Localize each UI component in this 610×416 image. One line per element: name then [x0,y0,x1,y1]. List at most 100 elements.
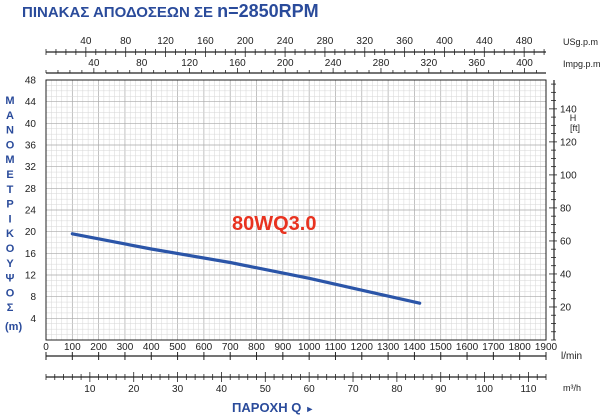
axis-lmin-tick-label: 600 [196,342,213,353]
axis-m3h-tick-label: 50 [260,384,272,395]
axis-usgpm-tick-label: 440 [476,36,493,47]
axis-impgpm-tick-label: 360 [468,58,485,69]
axis-ft-tick-label: 120 [560,137,577,148]
axis-m3h-tick-label: 110 [520,384,536,395]
axis-m-tick-label: 16 [25,249,37,260]
axis-m-tick-label: 24 [25,206,37,217]
axis-m3h-tick-label: 90 [435,384,447,395]
axis-m3h-tick-label: 70 [347,384,359,395]
axis-lmin-tick-label: 0 [43,342,49,353]
axis-impgpm-tick-label: 280 [373,58,390,69]
axis-impgpm-tick-label: 320 [420,58,437,69]
model-label: 80WQ3.0 [232,213,316,235]
axis-usgpm-tick-label: 240 [277,36,294,47]
y-axis-title-letter: Υ [6,258,14,270]
axis-usgpm-tick-label: 280 [317,36,334,47]
y-axis-title-letter: Κ [6,228,14,240]
axis-ft-tick-label: 100 [560,170,577,181]
axis-m3h-tick-label: 20 [128,384,140,395]
axis-m3h-tick-label: 80 [391,384,403,395]
axis-usgpm-tick-label: 120 [157,36,174,47]
axis-m3h-tick-label: 10 [84,384,96,395]
y-axis-title-letter: Α [6,110,14,122]
axis-lmin-tick-label: 1300 [377,342,400,353]
axis-m-tick-label: 8 [30,292,36,303]
axis-lmin-tick-label: 1100 [325,342,347,353]
axis-lmin-tick-label: 200 [90,342,107,353]
axis-ft-tick-label: 40 [560,269,572,280]
axis-usgpm-tick-label: 480 [516,36,533,47]
axis-usgpm-tick-label: 80 [120,36,132,47]
axis-lmin-tick-label: 800 [248,342,265,353]
axis-ft-tick-label: 80 [560,203,572,214]
plot-grid [45,79,547,341]
axis-m3h-tick-label: 60 [304,384,316,395]
y-axis-title-letter: Ε [6,169,13,181]
axis-m-tick-label: 48 [25,76,37,87]
axis-m-tick-label: 20 [25,227,37,238]
axis-lmin-tick-label: 900 [274,342,291,353]
axis-m-tick-label: 36 [25,141,37,152]
y-axis-title-letter: Ν [6,125,14,137]
performance-curve-80wq3 [70,232,422,305]
axis-ft-unit-h: H [570,113,577,123]
axis-impgpm-tick-label: 400 [516,58,533,69]
axis-usgpm-tick-label: 360 [396,36,413,47]
x-axis-title-arrow: ► [305,404,314,414]
axis-m3h-tick-label: 100 [476,384,493,395]
y-axis-title-letter: Σ [7,302,14,314]
axis-usgpm-tick-label: 400 [436,36,453,47]
y-axis-title-letter: Ο [6,139,15,151]
axis-lmin-tick-label: 500 [169,342,186,353]
axis-lmin-tick-label: 1800 [509,342,532,353]
axis-lmin-unit: l/min [561,351,582,362]
axis-m-tick-label: 12 [25,271,37,282]
axis-m3h-tick-label: 30 [172,384,184,395]
axis-impgpm-tick-label: 200 [277,58,294,69]
axis-m-tick-label: 4 [30,314,36,325]
axis-m-tick-label: 40 [25,119,37,130]
y-axis-title-letter: Μ [5,154,14,166]
axis-usgpm-tick-label: 200 [237,36,254,47]
axis-m-tick-label: 28 [25,184,37,195]
y-axis-title-unit: (m) [5,321,22,333]
y-axis-title-letter: Τ [7,184,14,196]
axis-impgpm-tick-label: 160 [229,58,246,69]
axis-m3h-tick-label: 40 [216,384,228,395]
chart-title-prefix: ΠΙΝΑΚΑΣ ΑΠΟΔΟΣΕΩΝ ΣΕ [22,4,217,21]
axis-lmin-tick-label: 700 [222,342,239,353]
axis-usgpm-unit: USg.p.m [563,37,598,47]
axis-lmin-tick-label: 100 [64,342,81,353]
chart-title: ΠΙΝΑΚΑΣ ΑΠΟΔΟΣΕΩΝ ΣΕ n=2850RPM [22,1,319,21]
chart-title-speed: n=2850RPM [217,1,319,21]
axis-lmin-tick-label: 400 [143,342,160,353]
axis-lmin-tick-label: 1000 [298,342,321,353]
axis-usgpm-tick-label: 40 [80,36,92,47]
axis-m-tick-label: 44 [25,97,37,108]
axis-lmin-tick-label: 1900 [535,342,558,353]
axis-ft-tick-label: 20 [560,302,572,313]
axis-lmin-tick-label: 1700 [482,342,505,353]
axis-usgpm-tick-label: 320 [356,36,373,47]
axis-ft-tick-label: 60 [560,236,572,247]
axis-m3h-unit: m³/h [563,383,581,393]
axis-lmin-tick-label: 1400 [403,342,426,353]
axis-impgpm-tick-label: 240 [325,58,342,69]
axis-impgpm-tick-label: 40 [88,58,100,69]
x-axis-title-text: ΠΑΡΟΧΗ Q [232,400,301,415]
y-axis-title-letter: Ρ [6,199,13,211]
axis-lmin-tick-label: 1200 [351,342,374,353]
axis-impgpm-unit: Impg.p.m [563,59,601,69]
x-axis-title: ΠΑΡΟΧΗ Q ► [232,400,314,415]
y-axis-title-letter: Ο [6,287,15,299]
axis-lmin-tick-label: 1600 [456,342,479,353]
axis-m-tick-label: 32 [25,162,37,173]
axis-usgpm-tick-label: 160 [197,36,214,47]
y-axis-title-letter: Ψ [6,273,15,285]
axis-ft-unit-ft: [ft] [570,123,580,133]
axis-lmin-tick-label: 1500 [430,342,453,353]
y-axis-title-letter: Ο [6,243,15,255]
plot-frame [45,79,547,341]
y-axis-title-letter: Ι [8,213,11,225]
